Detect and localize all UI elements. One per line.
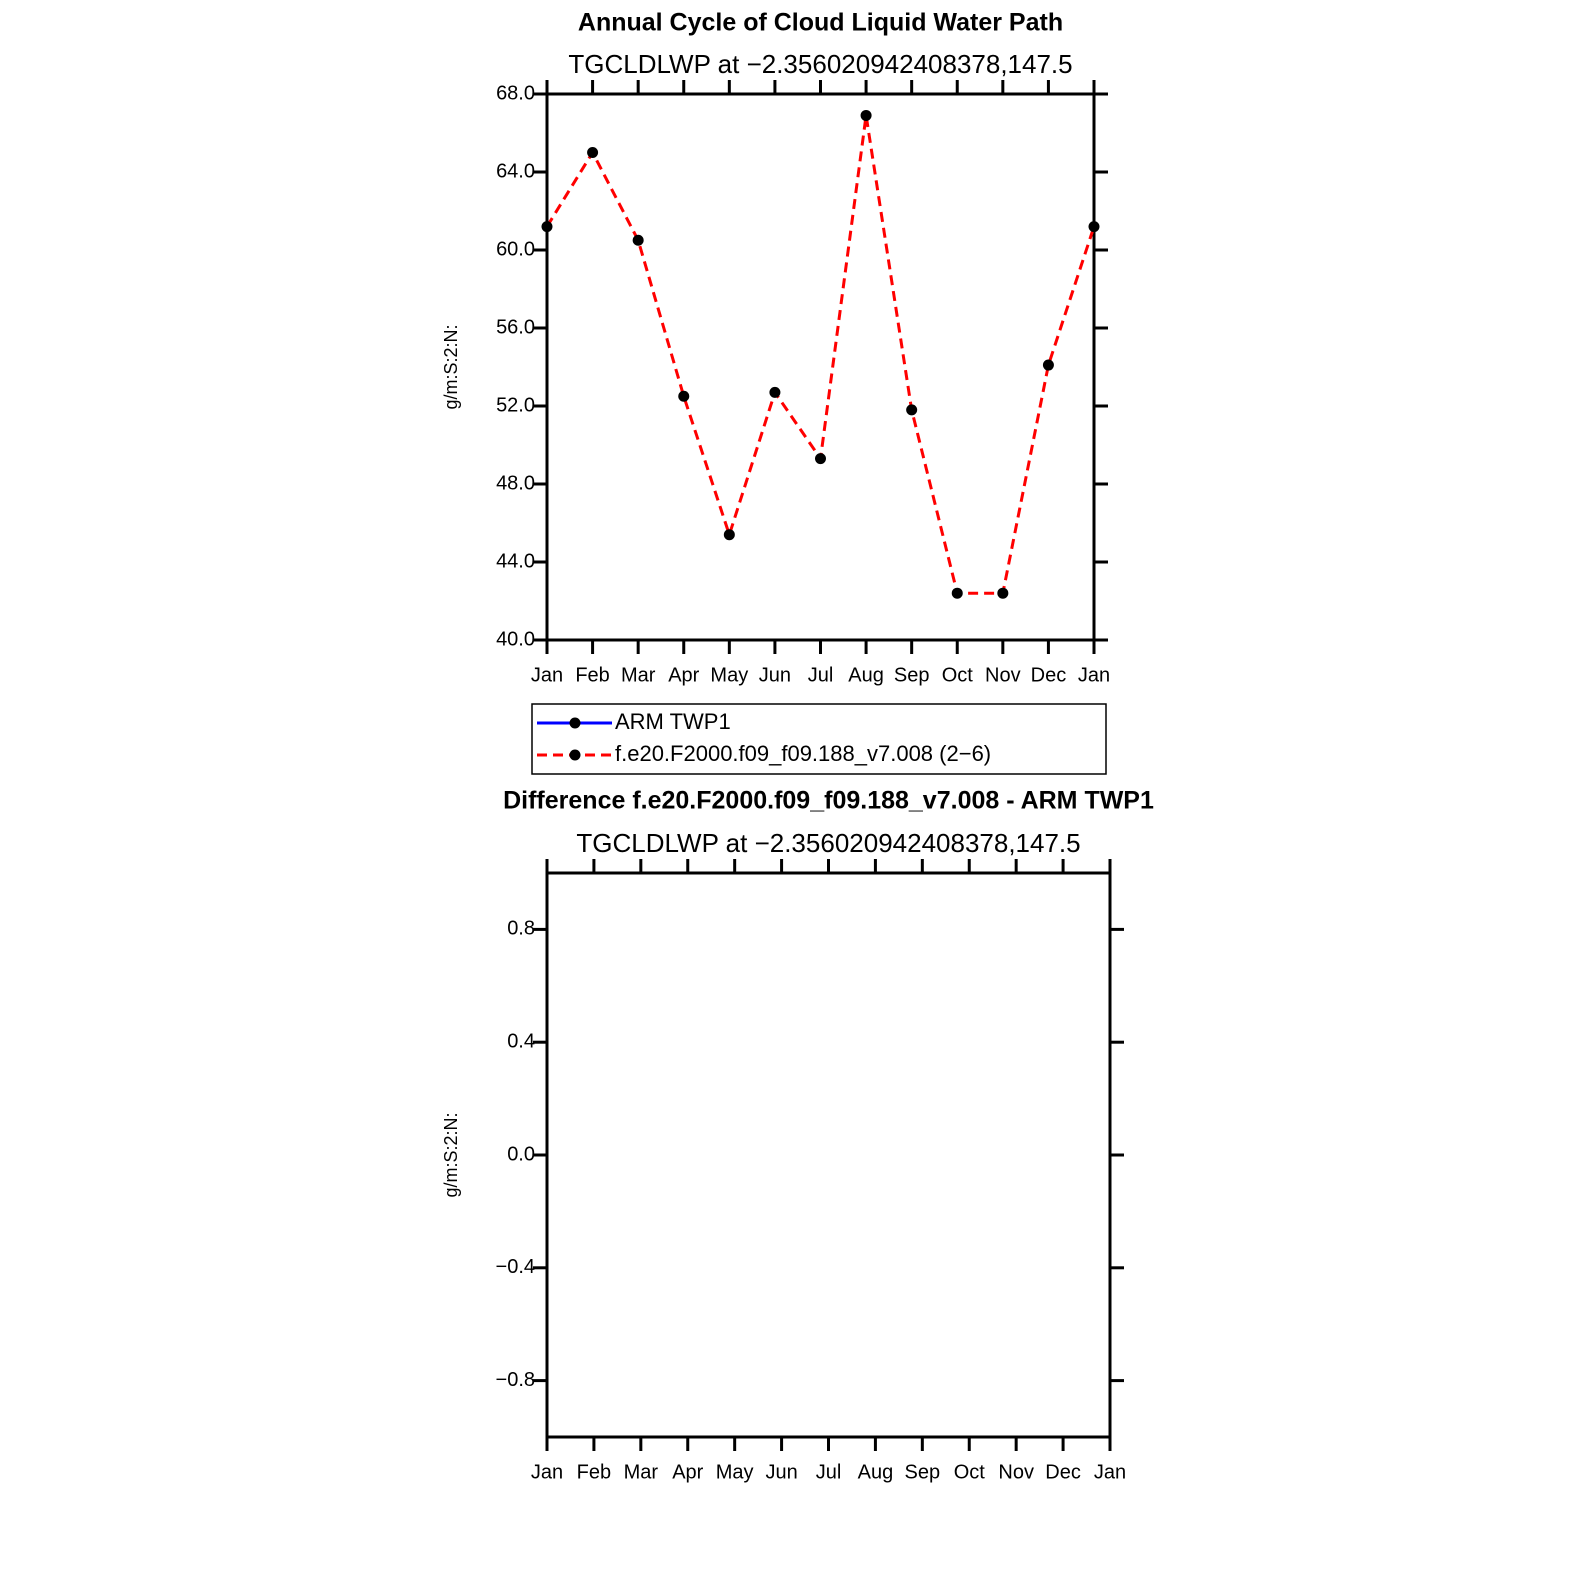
data-point <box>1088 221 1100 233</box>
y-tick-label: 0.8 <box>507 918 535 940</box>
x-tick-label: Jul <box>808 664 834 686</box>
x-tick-label: Mar <box>621 664 656 686</box>
data-point <box>815 453 826 465</box>
x-tick-label: Jan <box>531 664 563 686</box>
x-tick-label: Feb <box>575 664 609 686</box>
x-tick-label: Mar <box>624 1461 659 1483</box>
x-tick-label: Jun <box>759 664 791 686</box>
x-tick-label: Nov <box>985 664 1021 686</box>
legend-box <box>531 703 1107 775</box>
x-tick-label: Jul <box>816 1461 842 1483</box>
data-point <box>860 109 872 121</box>
chart-title: Annual Cycle of Cloud Liquid Water Path <box>578 9 1063 37</box>
y-tick-label: 60.0 <box>496 238 535 260</box>
x-tick-label: Oct <box>942 664 974 686</box>
y-axis-label: g/m:S:2:N: <box>441 1112 461 1197</box>
x-tick-label: May <box>716 1461 754 1483</box>
legend-marker <box>569 717 581 729</box>
y-axis-label: g/m:S:2:N: <box>441 324 461 409</box>
legend-label: ARM TWP1 <box>615 709 731 734</box>
y-tick-label: 40.0 <box>496 628 535 650</box>
x-tick-label: Aug <box>858 1461 894 1483</box>
x-tick-label: Apr <box>668 664 699 686</box>
x-tick-label: Aug <box>848 664 884 686</box>
x-tick-label: Jan <box>531 1461 563 1483</box>
plot-frame <box>545 92 1096 642</box>
y-tick-label: 48.0 <box>496 472 535 494</box>
data-point <box>1042 359 1054 371</box>
data-point <box>632 234 644 246</box>
data-point <box>997 587 1009 599</box>
y-tick-label: −0.4 <box>496 1256 535 1278</box>
x-tick-label: Nov <box>998 1461 1034 1483</box>
x-tick-label: Jan <box>1094 1461 1126 1483</box>
y-tick-label: 0.0 <box>507 1143 535 1165</box>
data-point <box>541 221 553 233</box>
data-point <box>723 529 735 541</box>
x-tick-label: Oct <box>954 1461 986 1483</box>
y-tick-label: 0.4 <box>507 1030 535 1052</box>
x-tick-label: Sep <box>894 664 930 686</box>
x-tick-label: Jan <box>1078 664 1110 686</box>
x-tick-label: Apr <box>672 1461 703 1483</box>
x-tick-label: Jun <box>765 1461 797 1483</box>
series-line <box>545 115 1096 595</box>
legend-marker <box>569 749 581 761</box>
y-tick-label: 56.0 <box>496 316 535 338</box>
chart-subtitle: TGCLDLWP at −2.356020942408378,147.5 <box>568 49 1072 79</box>
y-tick-label: 52.0 <box>496 394 535 416</box>
x-tick-label: Feb <box>577 1461 611 1483</box>
x-tick-label: Dec <box>1031 664 1067 686</box>
y-tick-label: −0.8 <box>496 1369 535 1391</box>
plot-frame <box>545 871 1112 1439</box>
chart-title: Difference f.e20.F2000.f09_f09.188_v7.00… <box>503 787 1154 815</box>
y-tick-label: 44.0 <box>496 550 535 572</box>
data-point <box>906 404 918 416</box>
chart-subtitle: TGCLDLWP at −2.356020942408378,147.5 <box>576 828 1080 858</box>
data-point <box>769 386 781 398</box>
legend-label: f.e20.F2000.f09_f09.188_v7.008 (2−6) <box>615 741 991 766</box>
x-tick-label: Dec <box>1045 1461 1081 1483</box>
data-point <box>678 390 690 402</box>
y-tick-label: 64.0 <box>496 160 535 182</box>
x-tick-label: May <box>710 664 748 686</box>
x-tick-label: Sep <box>905 1461 941 1483</box>
data-point <box>951 587 963 599</box>
y-tick-label: 68.0 <box>496 82 535 104</box>
data-point <box>587 147 599 158</box>
